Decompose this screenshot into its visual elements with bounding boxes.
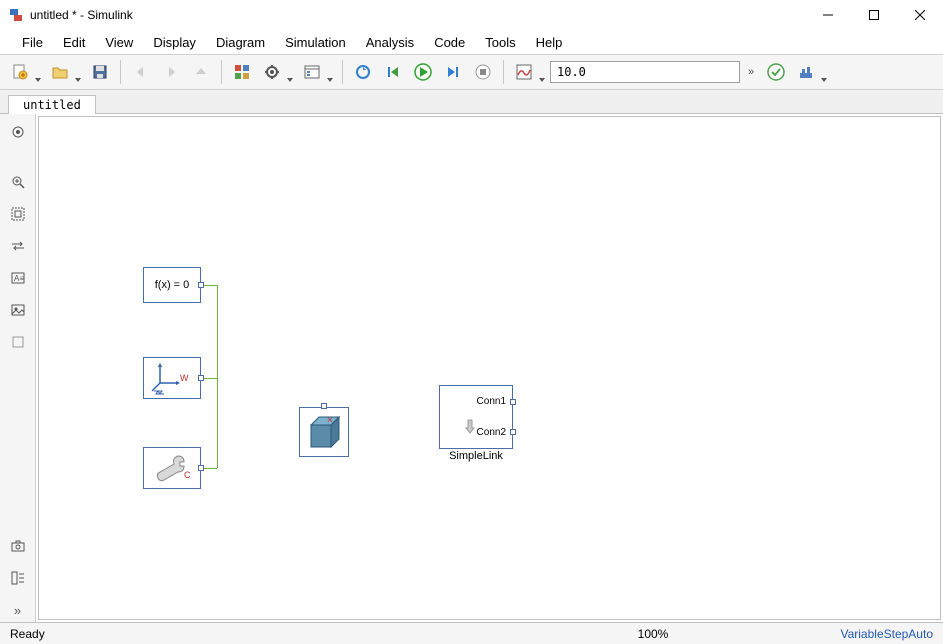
svg-text:C: C: [184, 470, 191, 480]
solver-block-text: f(x) = 0: [155, 279, 190, 291]
status-bar: Ready 100% VariableStepAuto: [0, 622, 943, 644]
new-model-button[interactable]: [6, 58, 44, 86]
status-ready: Ready: [10, 627, 553, 641]
app-icon: [8, 7, 24, 23]
svg-text:×: ×: [327, 415, 333, 426]
hide-browser-button[interactable]: [6, 120, 30, 144]
status-solver[interactable]: VariableStepAuto: [753, 627, 933, 641]
forward-button[interactable]: [157, 58, 185, 86]
stop-time-input[interactable]: [550, 61, 740, 83]
step-forward-button[interactable]: [439, 58, 467, 86]
tab-bar: untitled: [0, 90, 943, 114]
menu-view[interactable]: View: [95, 33, 143, 52]
mechanism-config-block[interactable]: C: [143, 447, 201, 489]
model-config-button[interactable]: [258, 58, 296, 86]
save-button[interactable]: [86, 58, 114, 86]
fit-view-button[interactable]: [6, 202, 30, 226]
close-button[interactable]: [897, 0, 943, 30]
menu-diagram[interactable]: Diagram: [206, 33, 275, 52]
title-bar: untitled * - Simulink: [0, 0, 943, 30]
back-button[interactable]: [127, 58, 155, 86]
stop-button[interactable]: [469, 58, 497, 86]
window-title: untitled * - Simulink: [30, 8, 805, 22]
update-diagram-button[interactable]: [762, 58, 790, 86]
area-button[interactable]: [6, 330, 30, 354]
menu-display[interactable]: Display: [143, 33, 206, 52]
step-back-button[interactable]: [379, 58, 407, 86]
svg-text:W: W: [180, 373, 189, 383]
up-button[interactable]: [187, 58, 215, 86]
world-frame-block[interactable]: W: [143, 357, 201, 399]
menu-simulation[interactable]: Simulation: [275, 33, 356, 52]
menu-file[interactable]: File: [12, 33, 53, 52]
side-toolbar: A≡ »: [0, 114, 36, 622]
data-inspector-button[interactable]: [510, 58, 548, 86]
canvas[interactable]: f(x) = 0 W C: [38, 116, 941, 620]
svg-text:A≡: A≡: [14, 274, 24, 283]
minimize-button[interactable]: [805, 0, 851, 30]
solid-block[interactable]: ×: [299, 407, 349, 457]
maximize-button[interactable]: [851, 0, 897, 30]
properties-button[interactable]: [6, 566, 30, 590]
fast-restart-button[interactable]: [349, 58, 377, 86]
tab-untitled[interactable]: untitled: [8, 95, 96, 114]
conn1-label: Conn1: [477, 396, 506, 407]
zoom-button[interactable]: [6, 170, 30, 194]
simplelink-label: SimpleLink: [449, 450, 503, 462]
model-explorer-button[interactable]: [298, 58, 336, 86]
annotation-button[interactable]: A≡: [6, 266, 30, 290]
build-button[interactable]: [792, 58, 830, 86]
link-arrow-icon: [464, 418, 484, 434]
menu-help[interactable]: Help: [526, 33, 573, 52]
wrench-icon: C: [150, 450, 194, 486]
screenshot-button[interactable]: [6, 534, 30, 558]
menu-bar: FileEditViewDisplayDiagramSimulationAnal…: [0, 30, 943, 54]
open-button[interactable]: [46, 58, 84, 86]
library-browser-button[interactable]: [228, 58, 256, 86]
status-zoom: 100%: [553, 627, 753, 641]
menu-edit[interactable]: Edit: [53, 33, 95, 52]
image-button[interactable]: [6, 298, 30, 322]
simplelink-block[interactable]: Conn1 Conn2 SimpleLink: [439, 385, 513, 449]
window-controls: [805, 0, 943, 30]
world-frame-icon: W: [148, 361, 196, 395]
menu-analysis[interactable]: Analysis: [356, 33, 424, 52]
main-toolbar: »: [0, 54, 943, 90]
expand-button[interactable]: »: [6, 598, 30, 622]
run-button[interactable]: [409, 58, 437, 86]
toolbar-overflow[interactable]: »: [742, 66, 760, 78]
swap-button[interactable]: [6, 234, 30, 258]
solver-block[interactable]: f(x) = 0: [143, 267, 201, 303]
menu-code[interactable]: Code: [424, 33, 475, 52]
workspace: A≡ » f(x) = 0 W: [0, 114, 943, 622]
cube-icon: ×: [303, 411, 345, 453]
menu-tools[interactable]: Tools: [475, 33, 525, 52]
